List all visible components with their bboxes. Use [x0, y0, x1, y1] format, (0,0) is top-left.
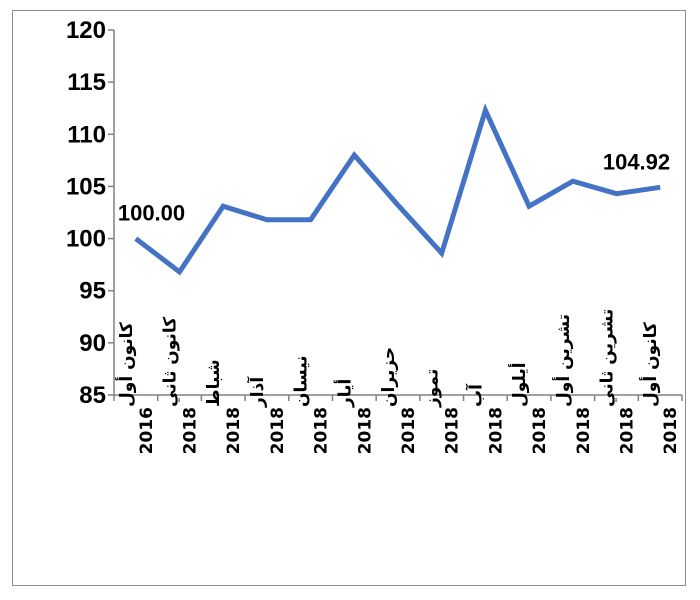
- y-tick-label: 110: [67, 121, 106, 148]
- x-tick-label-month: أيار: [333, 379, 355, 408]
- data-label: 100.00: [118, 201, 185, 226]
- y-tick-label: 85: [79, 382, 106, 409]
- series-layer: [134, 103, 661, 276]
- x-tick-label-year: 2016: [137, 407, 157, 454]
- data-label: 104.92: [603, 149, 670, 174]
- y-tick-label: 100: [66, 226, 106, 253]
- y-tick-label: 95: [79, 278, 106, 305]
- x-tick-label-year: 2018: [355, 407, 375, 454]
- y-axis-ticks: 85 90 95 100 105 110 115 120: [66, 17, 114, 409]
- x-tick-label-year: 2018: [661, 407, 681, 454]
- x-tick-label-month: نيسان: [292, 355, 312, 407]
- axes: [113, 30, 682, 396]
- x-tick-label-month: كانون أول: [115, 322, 137, 407]
- x-tick-label-month: تشرين ثاني: [597, 309, 617, 407]
- x-tick-label-year: 2018: [312, 407, 332, 454]
- x-tick-label-year: 2018: [530, 407, 550, 454]
- y-tick-label: 90: [79, 330, 106, 357]
- x-tick-label-month: كانون أول: [639, 322, 661, 407]
- x-tick-label-year: 2018: [181, 407, 201, 454]
- x-tick-label-month: شباط: [204, 359, 224, 407]
- x-tick-label-month: أيلول: [508, 362, 530, 407]
- x-tick-label-month: كانون ثاني: [161, 317, 181, 407]
- x-tick-label-year: 2018: [574, 407, 594, 454]
- x-tick-label-year: 2018: [486, 407, 506, 454]
- x-tick-label-month: حزيران: [379, 347, 399, 407]
- y-tick-label: 105: [66, 173, 106, 200]
- chart-frame: [12, 10, 686, 586]
- x-tick-label-year: 2018: [224, 407, 244, 454]
- x-tick-label-year: 2018: [617, 407, 637, 454]
- x-tick-label-year: 2018: [443, 407, 463, 454]
- y-tick-label: 120: [66, 17, 106, 44]
- x-tick-label-month: تشرين أول: [552, 314, 574, 407]
- x-tick-label-year: 2018: [399, 407, 419, 454]
- x-tick-label-year: 2018: [268, 407, 288, 454]
- x-tick-label-month: آب: [464, 383, 486, 407]
- data-labels: 100.00 104.92: [118, 149, 670, 225]
- x-tick-label-month: آذار: [246, 376, 268, 408]
- series-line: [134, 103, 661, 276]
- y-tick-label: 115: [67, 69, 106, 96]
- x-tick-label-month: تموز: [423, 369, 443, 408]
